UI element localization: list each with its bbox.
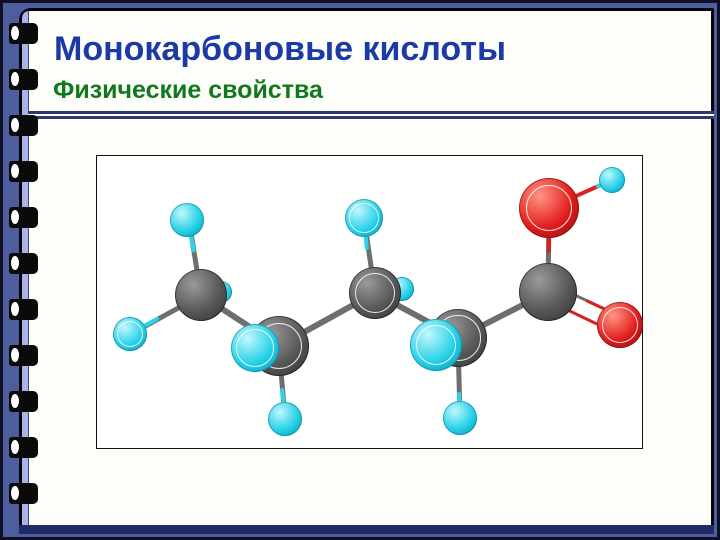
binding-tab (9, 483, 38, 504)
atom-O-carbonyl (597, 302, 643, 348)
binding-tab (9, 23, 38, 44)
atom-H-hydroxyl (599, 167, 625, 193)
atom-H-C1-top (170, 203, 204, 237)
binding-tab (9, 69, 38, 90)
molecule-figure-frame (96, 155, 643, 449)
molecule-canvas (97, 156, 643, 448)
separator-gap (28, 114, 714, 116)
atom-highlight-ring (116, 320, 144, 348)
page-bottom-band (19, 525, 714, 534)
atom-H-C2-down (268, 402, 302, 436)
title-separator (28, 111, 714, 119)
atom-highlight-ring (525, 184, 573, 232)
atom-highlight-ring (602, 307, 638, 343)
atom-H-C4-front (410, 319, 462, 371)
binding-tab (9, 207, 38, 228)
notebook-page: Монокарбоновые кислоты Физические свойст… (19, 8, 714, 531)
atom-C1 (175, 269, 227, 321)
atom-H-C4-down (443, 401, 477, 435)
atom-H-C1-left (113, 317, 147, 351)
page-subtitle: Физические свойства (53, 76, 323, 104)
separator-line-bottom (28, 116, 714, 119)
separator-line-top (28, 111, 714, 114)
atom-highlight-ring (415, 324, 457, 366)
binding-tabs (9, 23, 38, 504)
atom-H-C2-front (231, 324, 279, 372)
binding-tab (9, 253, 38, 274)
binding-tab (9, 391, 38, 412)
atom-C5 (519, 263, 577, 321)
atom-C3 (349, 267, 401, 319)
atom-highlight-ring (236, 329, 274, 367)
atom-H-C3-top (345, 199, 383, 237)
binding-tab (9, 115, 38, 136)
binding-tab (9, 299, 38, 320)
binding-tab (9, 345, 38, 366)
binding-tab (9, 437, 38, 458)
page-title: Монокарбоновые кислоты (54, 30, 507, 68)
atom-highlight-ring (354, 272, 396, 314)
binding-tab (9, 161, 38, 182)
atom-O-hydroxyl (519, 178, 579, 238)
atom-highlight-ring (349, 203, 379, 233)
